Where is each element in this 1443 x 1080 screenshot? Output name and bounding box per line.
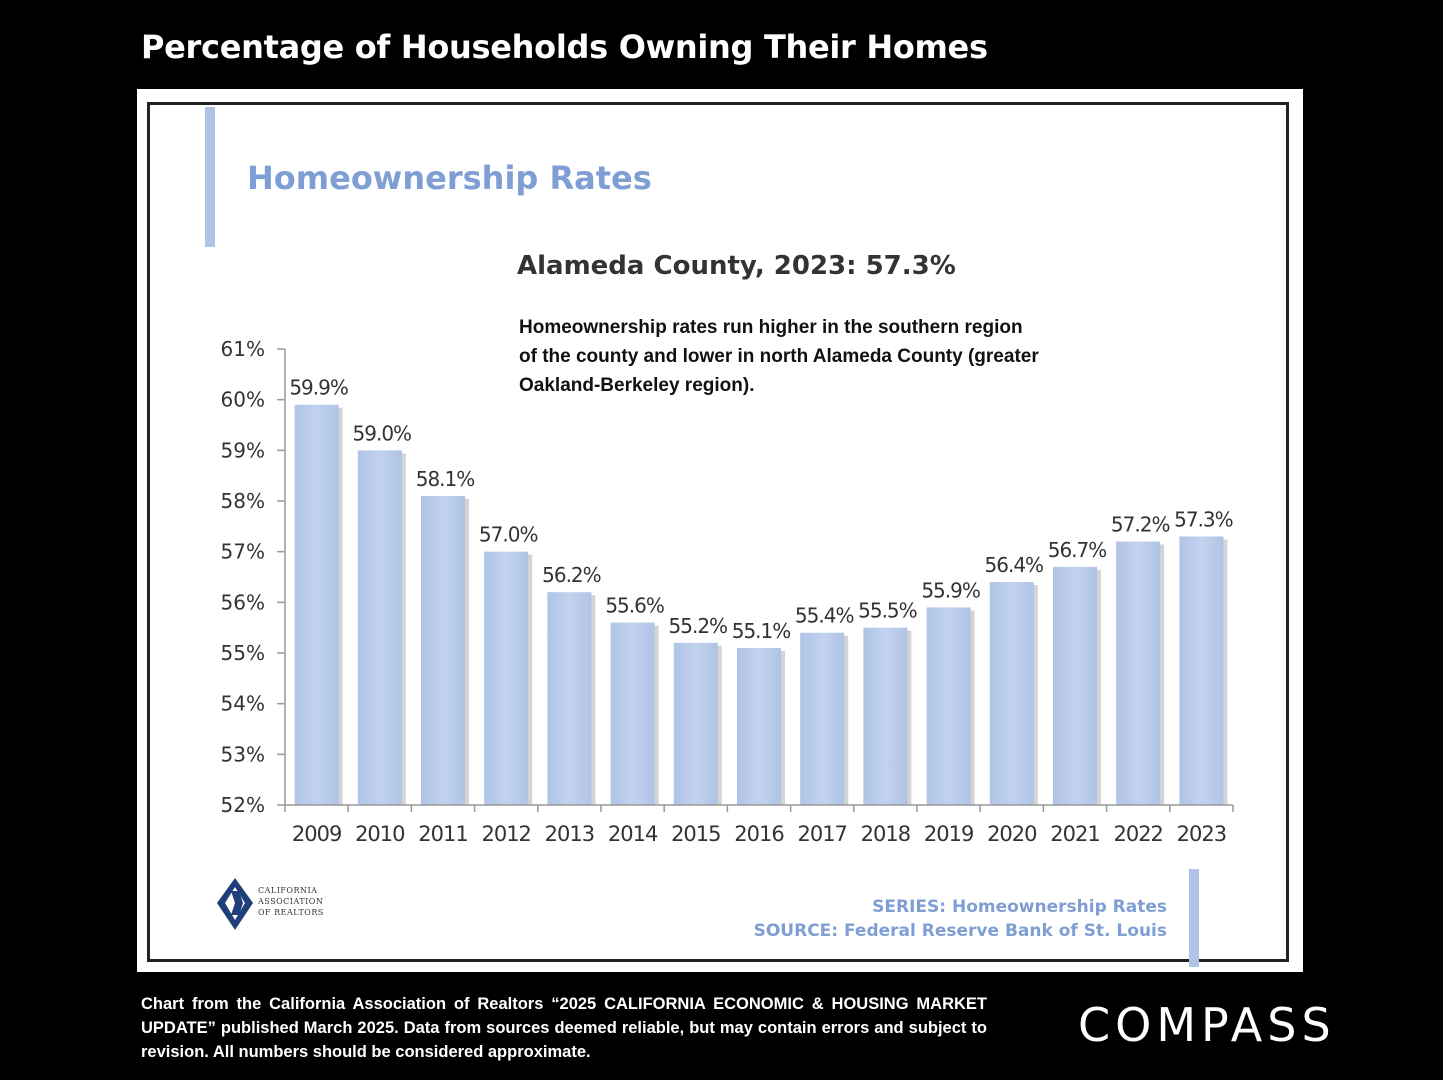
bar [989,582,1034,805]
bar [294,404,339,805]
series-credit: SERIES: Homeownership Rates SOURCE: Fede… [754,895,1167,943]
bar [673,642,718,805]
data-label: 55.1% [732,619,791,643]
x-tick-label: 2023 [1177,822,1226,846]
y-tick-label: 61% [221,337,265,361]
x-tick-label: 2013 [545,822,594,846]
logo-line-3: OF REALTORS [258,908,324,917]
bar [1116,541,1161,805]
data-label: 59.9% [289,376,348,400]
x-tick-label: 2022 [1113,822,1162,846]
y-tick-label: 53% [221,742,265,766]
data-label: 57.0% [479,523,538,547]
data-label: 55.9% [921,578,980,602]
x-tick-label: 2016 [734,822,784,846]
y-tick-label: 52% [221,793,265,817]
bar [926,607,971,805]
data-label: 55.6% [605,594,664,618]
data-label: 59.0% [353,421,412,445]
accent-bar-right [1189,869,1199,967]
data-label: 55.4% [795,604,854,628]
bar [800,632,845,805]
accent-bar-left [205,107,215,247]
data-label: 57.2% [1111,513,1170,537]
y-tick-label: 57% [221,540,265,564]
y-tick-label: 54% [221,692,265,716]
logo-line-2: ASSOCIATION [258,897,324,906]
car-logo-icon [217,878,253,930]
data-label: 56.7% [1048,538,1107,562]
x-tick-label: 2015 [671,822,720,846]
x-tick-label: 2010 [355,822,404,846]
chart-subtitle: Alameda County, 2023: 57.3% [517,251,956,281]
series-line: SERIES: Homeownership Rates [872,897,1167,917]
footer-note: Chart from the California Association of… [141,995,987,1061]
y-tick-label: 56% [221,590,265,614]
data-label: 55.5% [858,599,917,623]
data-label: 56.2% [542,563,601,587]
bar [547,592,592,805]
bar [863,627,908,805]
bar-chart: 52% 53% 54% 55% 56% 57% 58% 59% 60% 61% 59.9% 2009 5… [221,337,1234,846]
data-label: 56.4% [985,553,1044,577]
bar [421,495,465,805]
x-tick-label: 2012 [481,822,530,846]
x-tick-label: 2019 [924,822,973,846]
y-tick-label: 60% [221,388,265,412]
x-tick-label: 2011 [418,822,467,846]
x-tick-label: 2017 [797,822,846,846]
bar [1053,566,1097,805]
compass-logo: COMPASS [1078,998,1336,1052]
y-tick-label: 55% [221,641,265,665]
page-title: Percentage of Households Owning Their Ho… [141,28,988,66]
bar [484,551,529,805]
x-tick-label: 2021 [1050,822,1099,846]
source-line: SOURCE: Federal Reserve Bank of St. Loui… [753,921,1167,941]
chart-heading: Homeownership Rates [247,159,652,197]
chart-note: Homeownership rates run higher in the so… [519,317,1039,396]
data-label: 55.2% [669,614,728,638]
bar [1179,536,1224,805]
chart-border [147,102,1289,962]
bar [610,622,655,805]
bar [737,647,781,805]
car-logo: CALIFORNIA ASSOCIATION OF REALTORS [213,875,343,935]
data-label: 58.1% [416,467,475,491]
x-tick-label: 2020 [987,822,1036,846]
data-label: 57.3% [1174,507,1233,531]
chart-frame: Homeownership Rates Alameda County, 2023… [137,89,1303,972]
y-tick-label: 59% [221,438,265,462]
x-tick-label: 2014 [608,822,658,846]
logo-line-1: CALIFORNIA [258,886,318,895]
x-tick-label: 2009 [292,822,341,846]
y-tick-label: 58% [221,489,265,513]
bar [357,450,402,805]
x-tick-label: 2018 [861,822,910,846]
